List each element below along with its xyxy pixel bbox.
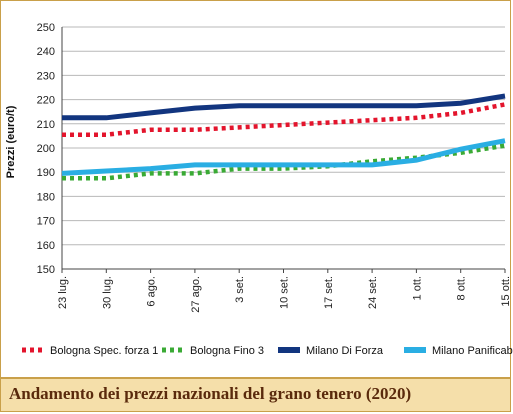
x-tick-label: 24 set. — [367, 276, 379, 309]
x-tick-labels: 23 lug. 30 lug. 6 ago. 27 ago. 3 set. 10 set.… — [57, 276, 512, 313]
x-tick-label: 3 set. — [234, 276, 246, 303]
x-tick-label: 17 set. — [323, 276, 335, 309]
series-line-2 — [62, 143, 506, 181]
series-line-1 — [62, 102, 506, 137]
series-line-3 — [62, 93, 506, 121]
legend-label: Bologna Fino 3 — [190, 345, 264, 357]
legend-label: Bologna Spec. forza 1 — [50, 345, 158, 357]
series-line-4 — [61, 138, 506, 176]
y-tick-label: 230 — [37, 70, 55, 82]
x-tick-label: 10 set. — [279, 276, 291, 309]
grid-lines — [62, 26, 505, 270]
x-tick-label: 30 lug. — [101, 276, 113, 309]
y-tick-label: 220 — [37, 95, 55, 107]
legend-label: Milano Di Forza — [306, 345, 384, 357]
data-series — [61, 93, 506, 181]
y-tick-label: 200 — [37, 143, 55, 155]
y-tick-label: 190 — [37, 167, 55, 179]
y-axis-title: Prezzi (euro/t) — [5, 105, 17, 178]
legend-label: Milano Panificabile — [432, 345, 513, 357]
y-tick-labels: 150 160 170 180 190 200 210 220 230 240 250 — [37, 22, 55, 276]
chart-title: Andamento dei prezzi nazionali del grano… — [9, 384, 412, 403]
x-tick-label: 27 ago. — [190, 276, 202, 313]
y-tick-label: 170 — [37, 216, 55, 228]
y-tick-label: 250 — [37, 22, 55, 34]
axes — [61, 27, 506, 273]
legend: Bologna Spec. forza 1 Bologna Fino 3 Milan… — [22, 345, 513, 357]
x-tick-label: 23 lug. — [57, 276, 69, 309]
x-tick-label: 15 ott. — [500, 276, 512, 307]
y-tick-label: 160 — [37, 240, 55, 252]
title-band: Andamento dei prezzi nazionali del grano… — [1, 377, 510, 411]
y-tick-label: 210 — [37, 119, 55, 131]
x-tick-label: 8 ott. — [456, 276, 468, 300]
x-tick-label: 1 ott. — [411, 276, 423, 300]
y-tick-label: 240 — [37, 46, 55, 58]
y-tick-label: 180 — [37, 191, 55, 203]
x-tick-label: 6 ago. — [146, 276, 158, 307]
y-tick-label: 150 — [37, 264, 55, 276]
